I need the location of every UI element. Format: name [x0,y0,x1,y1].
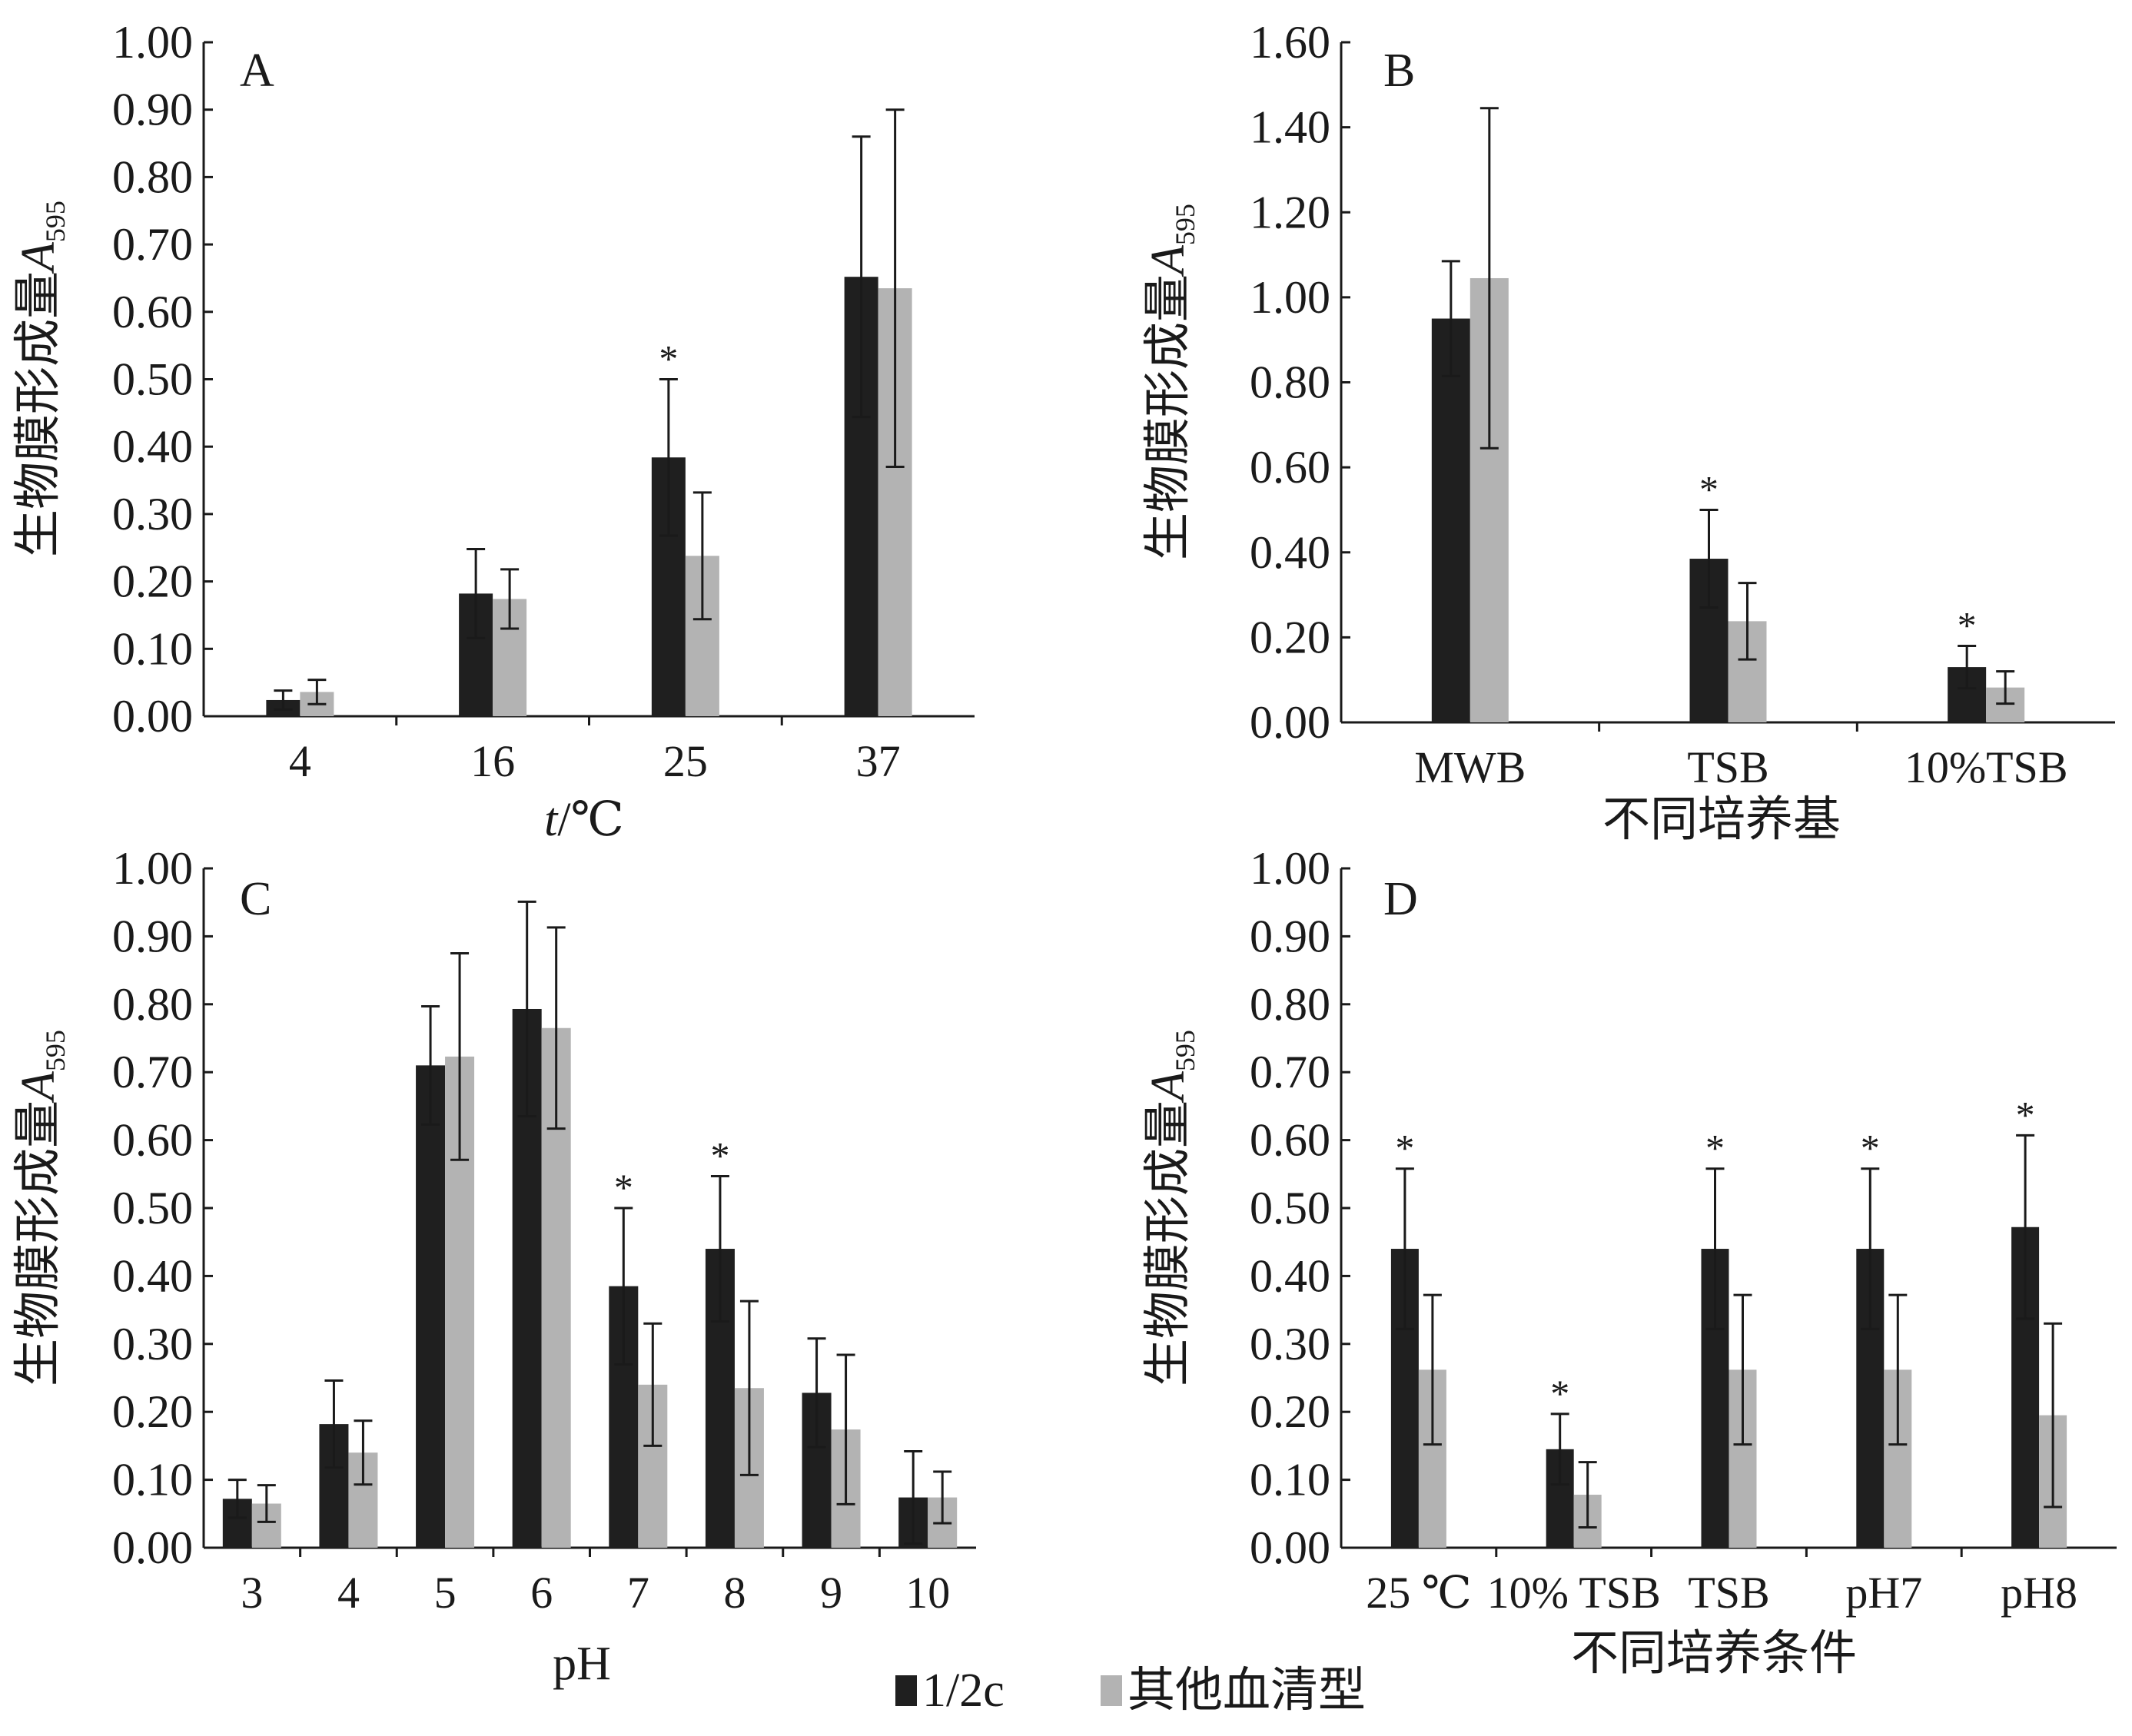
y-tick-label: 0.60 [1250,1115,1330,1166]
bar-dark [1431,318,1470,722]
y-tick-label: 0.00 [112,691,193,742]
x-tick-label: TSB [1688,1568,1769,1618]
significance-star: * [659,337,678,380]
y-tick-label: 0.20 [112,556,193,607]
y-tick-label: 0.50 [1250,1183,1330,1233]
x-tick-label: 6 [530,1568,553,1618]
y-tick-label: 0.10 [1250,1455,1330,1505]
y-tick-label: 0.40 [1250,1250,1330,1301]
y-tick-label: 0.90 [112,911,193,961]
y-tick-label: 0.30 [112,489,193,539]
x-axis-label: pH [553,1638,611,1690]
panel-label: C [240,873,271,925]
x-tick-label: 10%TSB [1905,742,2068,792]
x-tick-label: TSB [1687,742,1768,792]
x-axis-label: t/℃ [544,794,624,846]
y-tick-label: 0.80 [112,151,193,202]
y-tick-label: 0.40 [112,421,193,472]
y-tick-label: 0.00 [112,1522,193,1573]
x-tick-label: 25 ℃ [1366,1568,1471,1618]
panel-label: B [1383,45,1415,97]
panel-C: 0.00 0.10 0.20 0.30 0.40 0.50 0.60 0.70 0.80 0.90… [12,843,976,1690]
y-tick-label: 1.00 [1250,272,1330,323]
x-tick-label: 7 [627,1568,649,1618]
panel-A: 0.00 0.10 0.20 0.30 0.40 0.50 0.60 0.70 0.80 0.90… [12,17,975,846]
y-tick-label: 0.50 [112,354,193,405]
y-tick-label: 0.00 [1250,1522,1330,1573]
x-tick-label: 16 [470,736,515,786]
significance-star: * [1699,467,1719,510]
x-tick-label: 3 [241,1568,263,1618]
significance-star: * [1861,1127,1880,1170]
x-tick-label: 10% TSB [1487,1568,1661,1618]
significance-star: * [2016,1093,2035,1136]
x-tick-label: 10 [905,1568,950,1618]
panel-D: 0.00 0.10 0.20 0.30 0.40 0.50 0.60 0.70 0.80 0.90… [1142,843,2117,1680]
y-tick-label: 0.10 [112,1455,193,1505]
y-tick-label: 0.70 [1250,1047,1330,1097]
y-axis-label: 生物膜形成量A595 [12,201,71,557]
x-tick-label: 8 [723,1568,746,1618]
y-tick-label: 0.20 [112,1386,193,1437]
legend-label-light: 其他血清型 [1127,1665,1366,1717]
panel-label: A [240,45,274,97]
x-axis-label: 不同培养条件 [1571,1628,1857,1680]
y-axis-label: 生物膜形成量A595 [12,1030,71,1386]
y-tick-label: 0.30 [1250,1319,1330,1369]
significance-star: * [614,1166,633,1209]
y-tick-label: 0.10 [112,623,193,674]
y-tick-label: 0.60 [112,287,193,337]
x-tick-label: pH8 [2001,1568,2077,1618]
y-tick-label: 0.90 [1250,911,1330,961]
y-tick-label: 0.40 [1250,527,1330,578]
legend: 1/2c 其他血清型 [895,1665,1366,1717]
x-tick-label: MWB [1414,742,1526,792]
y-tick-label: 1.60 [1250,17,1330,68]
x-axis-label: 不同培养基 [1602,794,1841,846]
y-tick-label: 0.60 [112,1115,193,1166]
y-tick-label: 0.60 [1250,442,1330,493]
x-tick-label: 5 [434,1568,457,1618]
y-tick-label: 0.00 [1250,697,1330,748]
y-axis-label: 生物膜形成量A595 [1142,204,1200,560]
bar-dark [416,1065,446,1548]
x-tick-label: 25 [663,736,708,786]
x-tick-label: 9 [820,1568,842,1618]
x-tick-label: 4 [289,736,311,786]
legend-swatch-light [1101,1675,1122,1706]
y-tick-label: 1.00 [1250,843,1330,894]
y-tick-label: 0.20 [1250,612,1330,662]
y-tick-label: 0.70 [112,219,193,270]
significance-star: * [710,1134,729,1177]
y-tick-label: 0.80 [112,979,193,1030]
y-tick-label: 0.70 [112,1047,193,1097]
y-tick-label: 1.40 [1250,102,1330,153]
y-tick-label: 0.40 [112,1250,193,1301]
y-tick-label: 0.80 [1250,357,1330,408]
significance-star: * [1958,603,1977,646]
panel-label: D [1383,873,1418,925]
y-tick-label: 1.20 [1250,187,1330,237]
significance-star: * [1550,1372,1569,1415]
significance-star: * [1395,1127,1414,1170]
significance-star: * [1705,1127,1725,1170]
y-tick-label: 0.30 [112,1319,193,1369]
x-tick-label: 4 [337,1568,360,1618]
legend-swatch-dark [895,1675,917,1706]
chart-panels: 0.00 0.10 0.20 0.30 0.40 0.50 0.60 0.70 0.80 0.90… [12,17,2117,1690]
y-axis-label: 生物膜形成量A595 [1142,1030,1200,1386]
y-tick-label: 1.00 [112,17,193,68]
x-tick-label: pH7 [1845,1568,1922,1618]
x-tick-label: 37 [856,736,901,786]
y-tick-label: 0.80 [1250,979,1330,1030]
y-tick-label: 0.90 [112,85,193,135]
legend-label-dark: 1/2c [922,1665,1005,1717]
panel-B: 0.00 0.20 0.40 0.60 0.80 1.00 1.20 1.40 1.60 MWB T… [1142,17,2115,846]
y-tick-label: 0.50 [112,1183,193,1233]
y-tick-label: 0.20 [1250,1386,1330,1437]
y-tick-label: 1.00 [112,843,193,894]
